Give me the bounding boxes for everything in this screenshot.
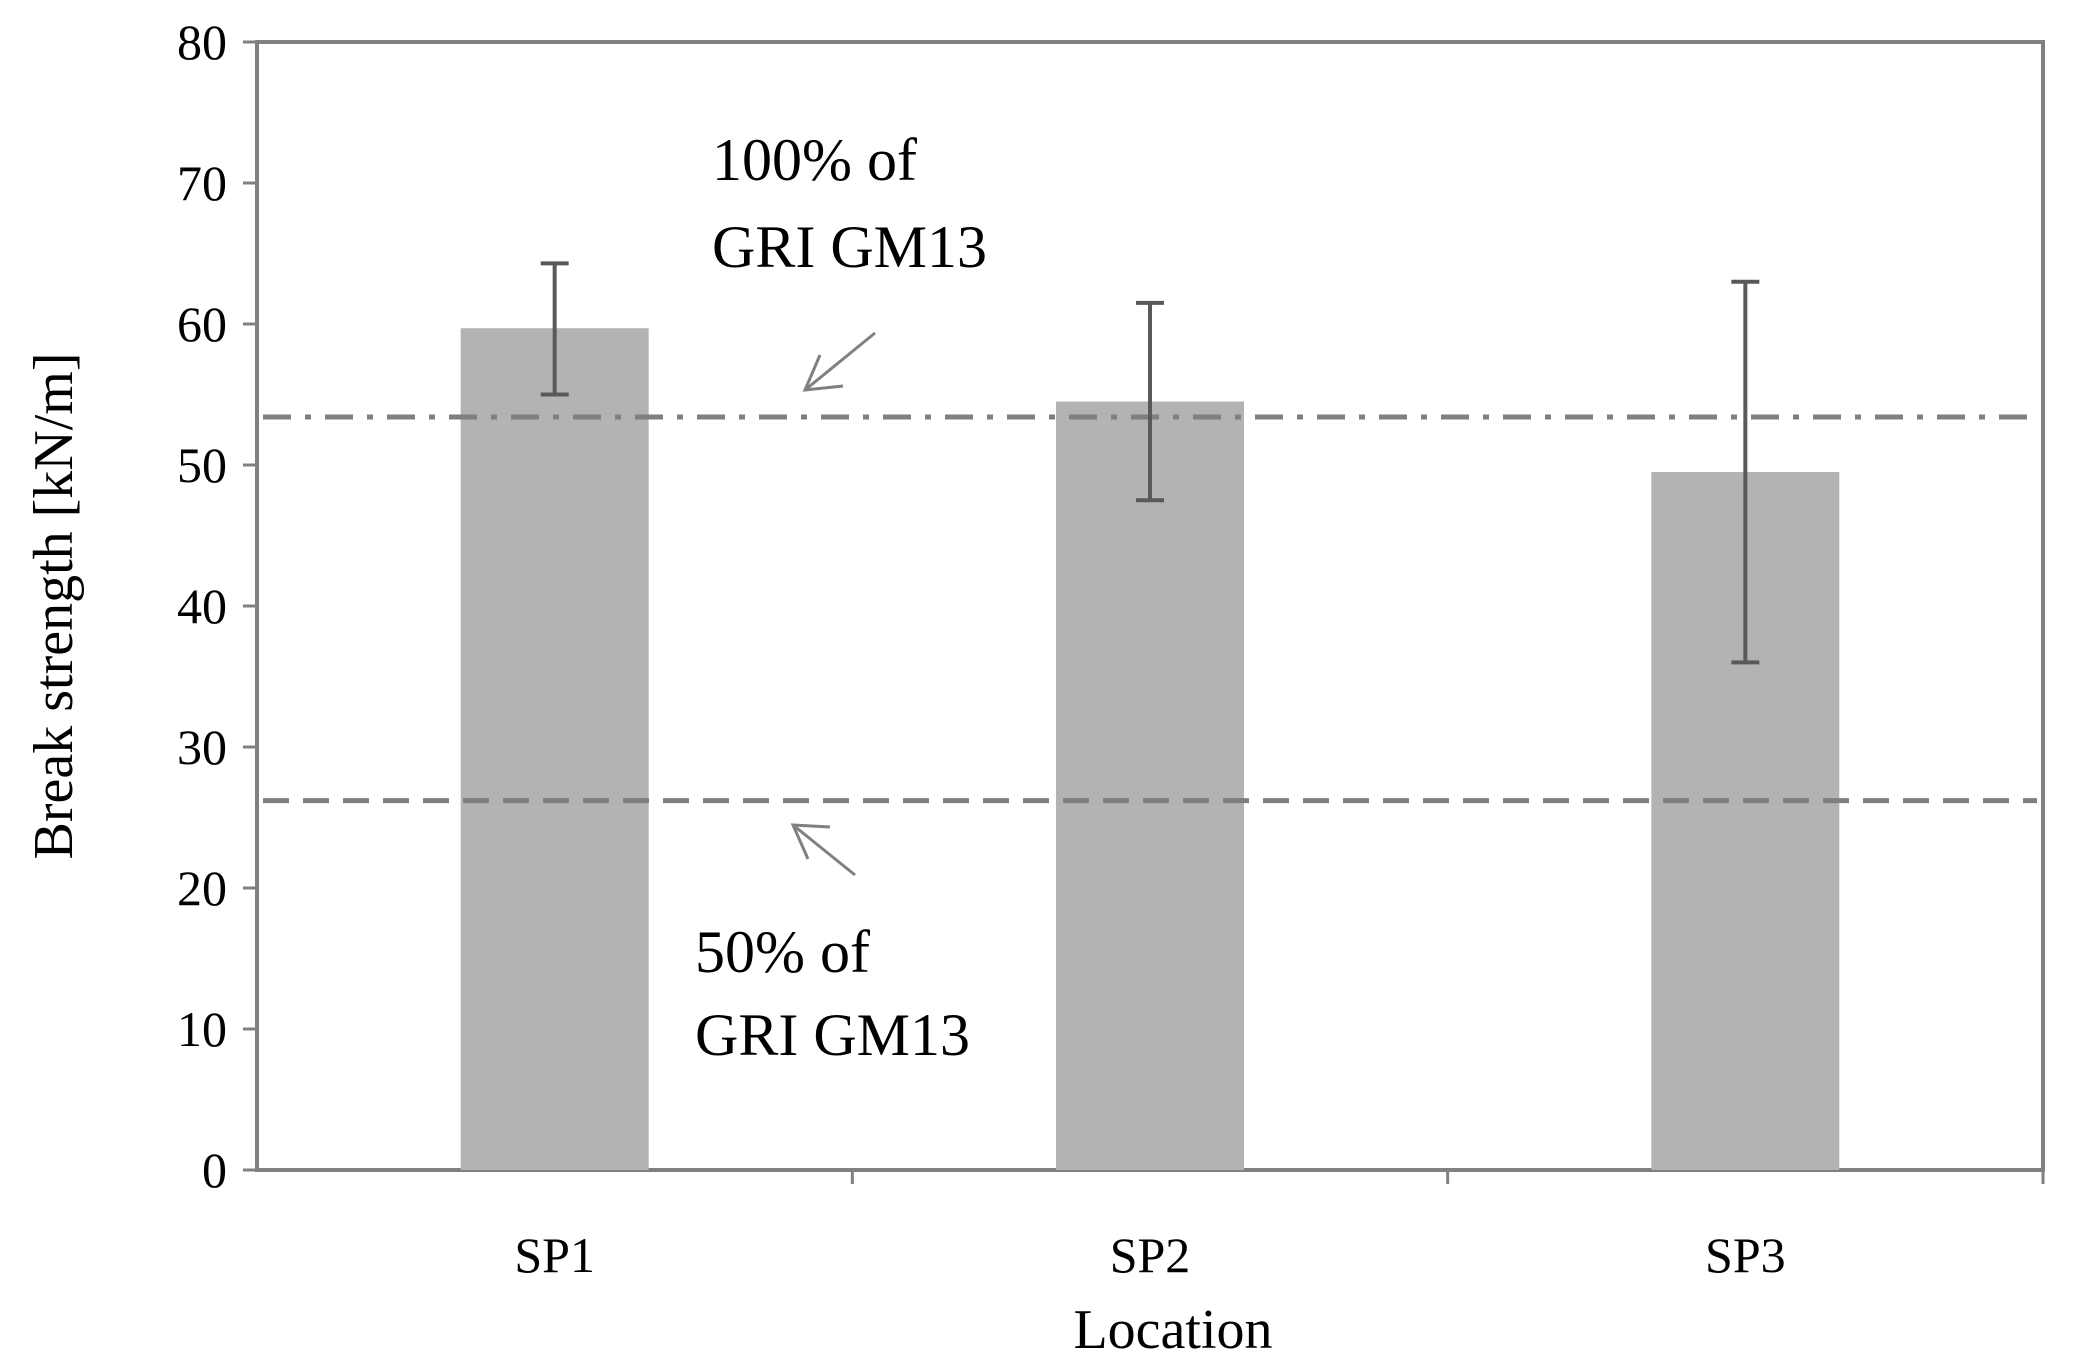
annotation-100-line2: GRI GM13 [712,214,987,280]
x-tick-label-sp2: SP2 [1110,1227,1191,1283]
annotation-100-line1: 100% of [712,127,917,193]
y-tick-label: 10 [177,1001,227,1057]
y-tick-label: 70 [177,155,227,211]
y-tick-label: 20 [177,860,227,916]
x-axis-title: Location [1073,1299,1272,1361]
y-tick-label: 40 [177,578,227,634]
y-tick-label: 80 [177,14,227,70]
x-axis: SP1 SP2 SP3 [514,1170,2045,1283]
arrow-50-icon [790,823,856,877]
error-bar-sp1 [540,261,569,397]
arrow-100-icon [802,331,876,392]
annotation-50-line2: GRI GM13 [695,1002,970,1068]
bar-sp1 [460,328,649,1171]
y-axis-title: Break strength [kN/m] [23,353,85,860]
y-tick-label: 50 [177,437,227,493]
x-tick-label-sp3: SP3 [1705,1227,1786,1283]
x-tick-label-sp1: SP1 [514,1227,595,1283]
bar-sp2 [1056,401,1244,1170]
error-bar-sp3 [1731,279,1760,665]
y-tick-label: 30 [177,719,227,775]
y-axis: 0 10 20 30 40 50 60 70 80 [177,14,257,1198]
y-tick-label: 60 [177,296,227,352]
y-tick-label: 0 [202,1142,227,1198]
error-bar-sp2 [1136,300,1164,503]
error-bars [540,261,1760,665]
annotation-50-line1: 50% of [695,919,870,985]
